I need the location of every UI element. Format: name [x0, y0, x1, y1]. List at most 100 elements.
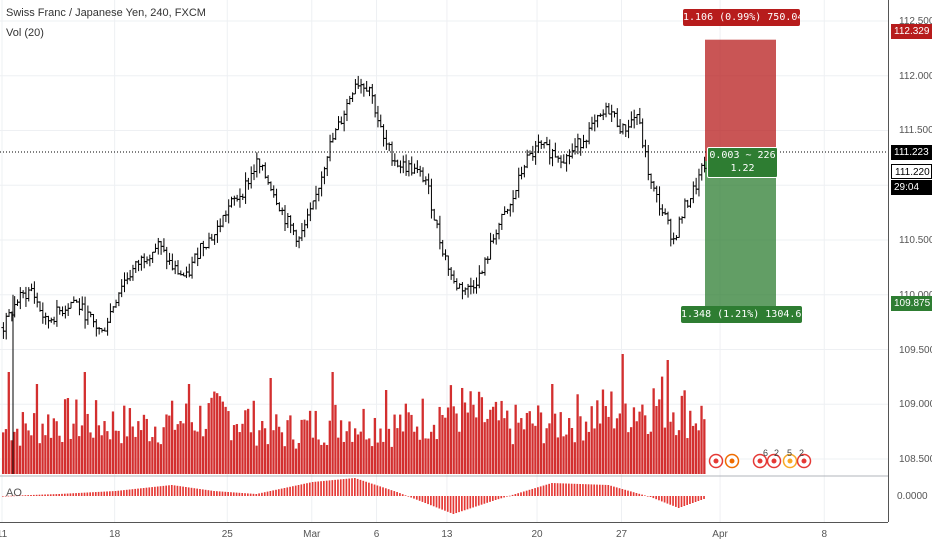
ao-bar	[494, 496, 497, 500]
volume-legend[interactable]: Vol (20)	[6, 27, 44, 39]
volume-bar	[348, 421, 351, 474]
ohlc-bar	[159, 240, 164, 255]
volume-bar	[128, 408, 132, 474]
ohlc-bar	[702, 156, 707, 173]
volume-bar	[649, 431, 652, 474]
ohlc-bar	[494, 229, 499, 245]
volume-bar	[415, 426, 419, 474]
volume-bar	[21, 412, 25, 474]
ohlc-bar	[52, 316, 57, 325]
volume-bar	[644, 415, 647, 474]
ao-bar	[148, 487, 151, 496]
ohlc-bar	[353, 79, 358, 95]
time-axis-tick: 20	[531, 529, 543, 540]
ao-bar	[35, 494, 38, 496]
time-axis-tick: 27	[615, 529, 628, 540]
ao-bar	[697, 496, 700, 501]
ao-bar	[196, 488, 198, 496]
ao-legend[interactable]: AO	[6, 487, 22, 499]
ohlc-bar	[283, 205, 288, 231]
ao-bar	[21, 495, 24, 496]
ohlc-bar	[85, 305, 90, 325]
volume-bar	[573, 442, 576, 474]
volume-bar	[159, 444, 163, 474]
ohlc-bar	[437, 215, 442, 250]
ao-bar	[280, 488, 283, 496]
ao-bar	[553, 483, 556, 496]
ao-bar	[621, 489, 624, 496]
ohlc-bar	[43, 312, 48, 325]
volume-bar	[444, 417, 447, 474]
risk-reward-line1: 0.003 ~ 226	[709, 150, 776, 161]
volume-bar	[320, 444, 323, 474]
ohlc-bar	[206, 232, 211, 249]
volume-bar	[156, 442, 160, 474]
ao-bar	[638, 493, 641, 496]
ohlc-bar	[651, 181, 656, 192]
ao-bar	[156, 486, 159, 496]
ao-bar	[399, 493, 401, 496]
volume-bar	[120, 443, 123, 474]
ao-bar	[700, 496, 703, 500]
volume-bar	[424, 438, 427, 474]
ao-bar	[677, 496, 680, 508]
stop-info-box[interactable]: 1.348 (1.21%) 1304.65	[681, 306, 807, 323]
volume-bar	[486, 418, 489, 474]
ohlc-bar	[595, 114, 600, 128]
ao-bar	[117, 490, 120, 496]
ao-bar	[244, 493, 246, 496]
ao-bar	[660, 496, 663, 502]
volume-bar	[204, 428, 208, 474]
volume-bar	[165, 414, 168, 474]
ao-bar	[401, 494, 404, 496]
indicator-badge-dot	[801, 458, 807, 464]
volume-bar	[213, 391, 216, 474]
ohlc-bar	[108, 303, 113, 323]
volume-histogram	[2, 354, 706, 474]
volume-bar	[227, 411, 230, 474]
ohlc-bar	[29, 283, 34, 292]
position-tool[interactable]	[705, 39, 776, 309]
ohlc-bar	[694, 177, 699, 195]
volume-bar	[452, 406, 455, 474]
ohlc-bar	[640, 118, 645, 149]
volume-bar	[641, 404, 644, 474]
target-zone[interactable]	[705, 39, 776, 162]
volume-bar	[615, 418, 619, 474]
risk-reward-box[interactable]: 0.003 ~ 226 1.22	[707, 147, 778, 178]
ao-bar	[449, 496, 452, 513]
volume-bar	[579, 416, 582, 474]
volume-bar	[255, 445, 258, 474]
time-axis-tick: Mar	[303, 529, 321, 540]
ohlc-bar	[657, 186, 662, 216]
volume-bar	[342, 441, 346, 474]
volume-bar	[244, 410, 247, 474]
ao-bar	[503, 496, 505, 498]
volume-bar	[598, 423, 602, 474]
volume-bar	[621, 354, 624, 474]
ao-bar	[323, 480, 325, 496]
ohlc-bar	[190, 256, 195, 279]
ohlc-bar	[384, 129, 389, 150]
ao-bar	[593, 484, 596, 496]
ao-bar	[24, 495, 27, 496]
ao-bar	[16, 495, 18, 497]
volume-bar	[266, 444, 270, 474]
ohlc-bar	[488, 232, 493, 260]
ao-bar	[49, 494, 52, 496]
volume-bar	[542, 443, 545, 474]
ohlc-bar	[66, 303, 71, 316]
target-info-box[interactable]: 1.106 (0.99%) 750.04	[683, 9, 803, 26]
ohlc-bar	[553, 142, 558, 158]
stop-zone[interactable]	[705, 161, 776, 309]
ao-bar	[438, 496, 441, 509]
ao-bar	[294, 485, 297, 496]
symbol-title[interactable]: Swiss Franc / Japanese Yen, 240, FXCM	[6, 7, 206, 19]
ohlc-bar	[513, 189, 518, 200]
volume-bar	[258, 430, 261, 474]
ao-bar	[627, 490, 629, 496]
volume-bar	[399, 414, 402, 474]
ohlc-bar	[54, 299, 59, 327]
